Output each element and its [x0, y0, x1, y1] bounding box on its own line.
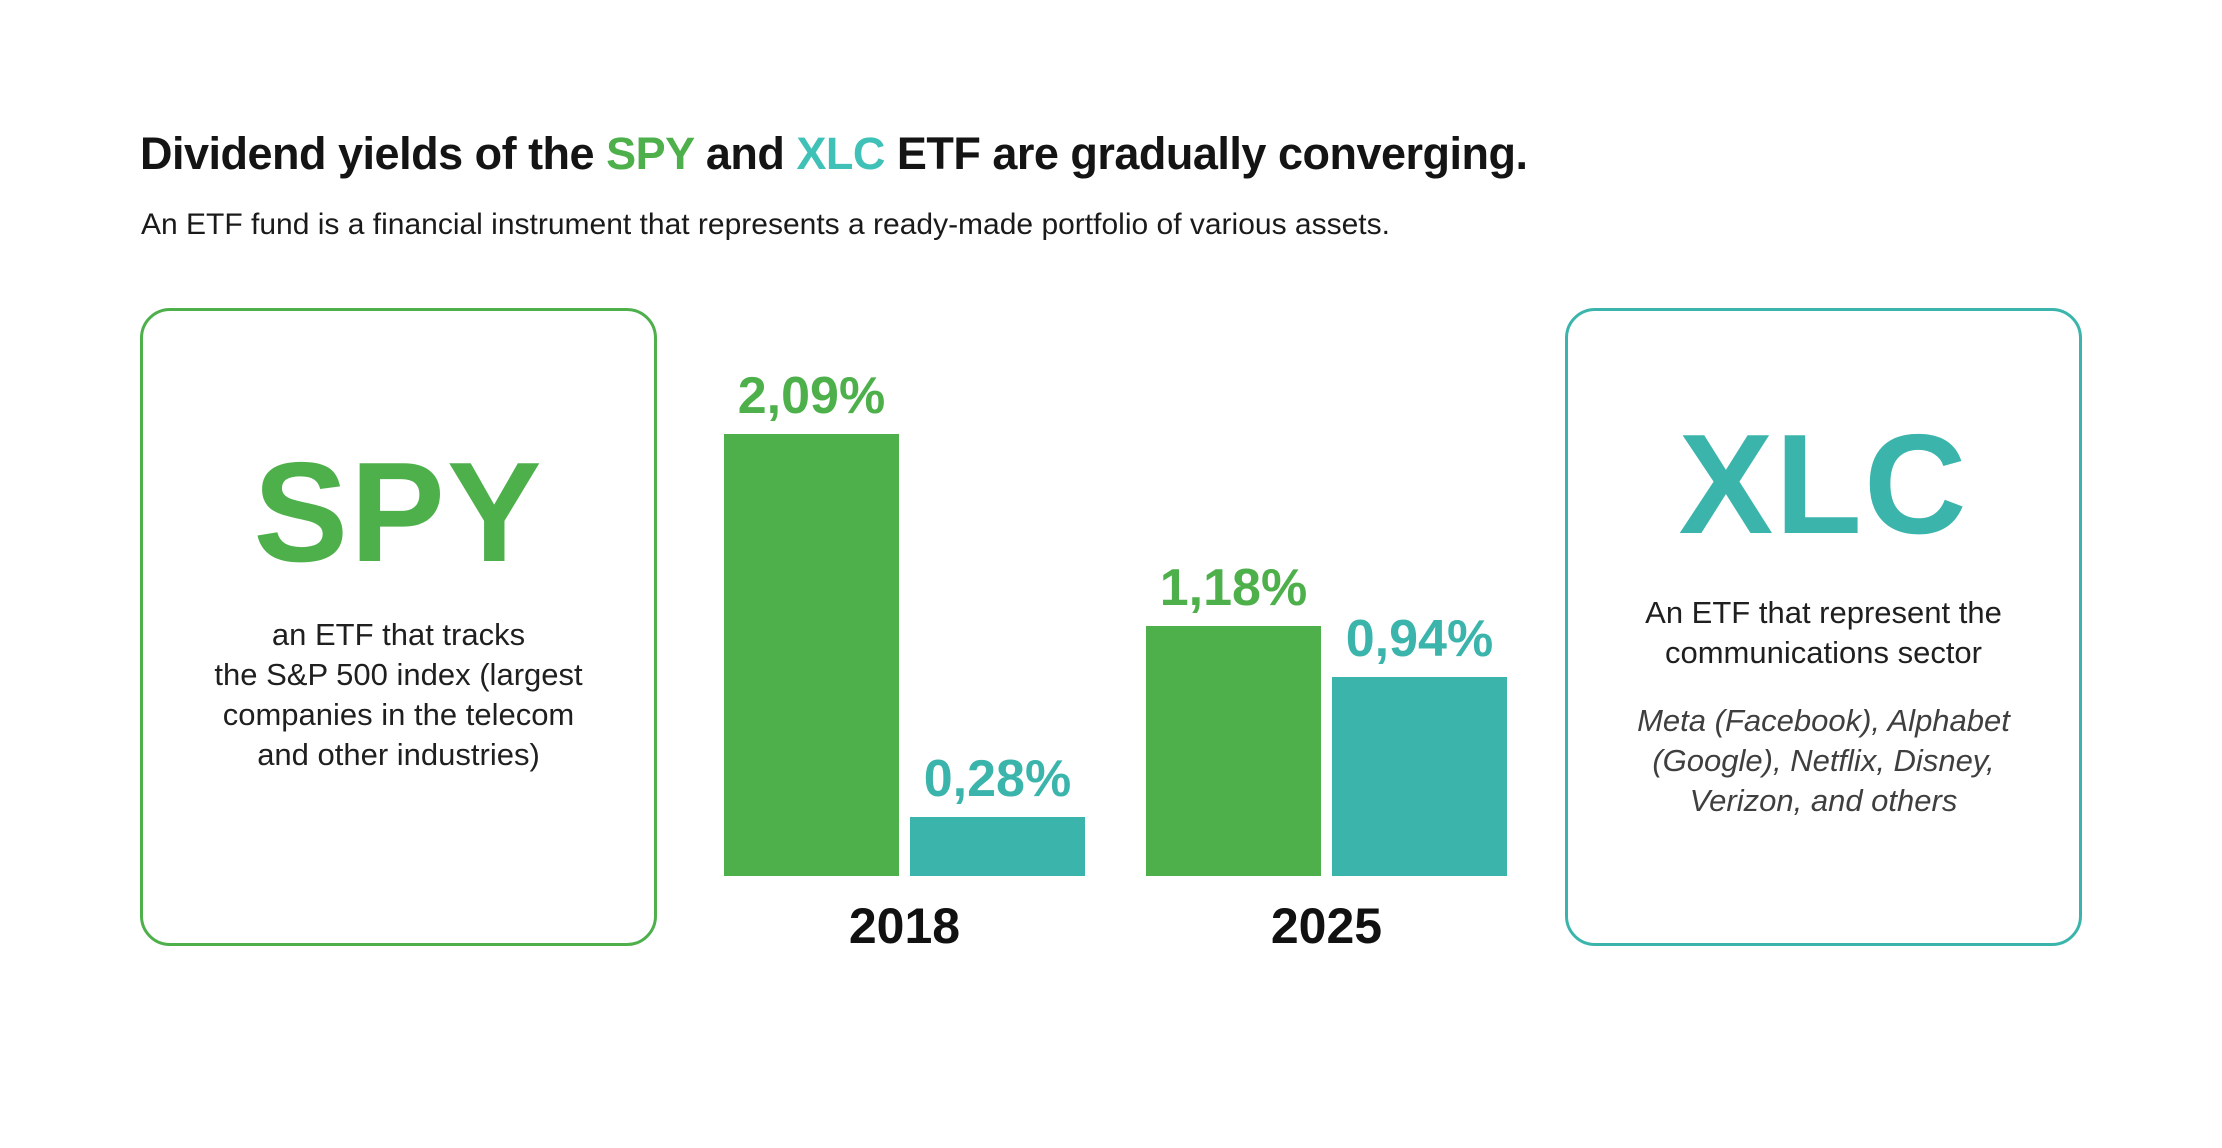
- title-text-prefix: Dividend yields of the: [140, 128, 607, 179]
- xlc-description: An ETF that represent the communications …: [1568, 593, 2079, 673]
- text-line: and other industries): [257, 737, 540, 772]
- bar-spy-2025: [1146, 626, 1321, 876]
- year-label-2025: 2025: [1270, 898, 1383, 954]
- bar-value-spy-2025: 1,18%: [1159, 559, 1308, 617]
- year-label-2018: 2018: [848, 898, 961, 954]
- bar-value-xlc-2025: 0,94%: [1345, 610, 1494, 668]
- spy-card: SPY an ETF that tracks the S&P 500 index …: [140, 308, 657, 946]
- text-line: communications sector: [1664, 635, 1982, 670]
- text-line: companies in the telecom: [222, 697, 575, 732]
- text-line: (Google), Netflix, Disney,: [1652, 743, 1995, 778]
- text-line: An ETF that represent the: [1645, 595, 2002, 630]
- text-line: the S&P 500 index (largest: [214, 657, 583, 692]
- xlc-ticker: XLC: [1678, 405, 1969, 564]
- text-line: an ETF that tracks: [271, 617, 526, 652]
- bar-value-xlc-2018: 0,28%: [923, 750, 1072, 808]
- title-spy-word: SPY: [606, 128, 694, 179]
- title-text-suffix: ETF are gradually converging.: [884, 128, 1528, 179]
- bar-value-spy-2018: 2,09%: [737, 367, 886, 425]
- text-line: Verizon, and others: [1689, 783, 1958, 818]
- title-text-mid: and: [693, 128, 797, 179]
- text-line: Meta (Facebook), Alphabet: [1637, 703, 2010, 738]
- bar-xlc-2018: [910, 817, 1085, 876]
- xlc-holdings: Meta (Facebook), Alphabet (Google), Netfl…: [1568, 701, 2079, 821]
- title-xlc-word: XLC: [796, 128, 885, 179]
- xlc-card: XLC An ETF that represent the communicati…: [1565, 308, 2082, 946]
- spy-ticker: SPY: [253, 433, 544, 592]
- bar-spy-2018: [724, 434, 899, 876]
- page-title: Dividend yields of the SPY and XLC ETF a…: [140, 128, 1528, 180]
- bar-xlc-2025: [1332, 677, 1507, 876]
- spy-description: an ETF that tracks the S&P 500 index (lar…: [143, 615, 654, 775]
- subtitle: An ETF fund is a financial instrument th…: [141, 208, 1390, 241]
